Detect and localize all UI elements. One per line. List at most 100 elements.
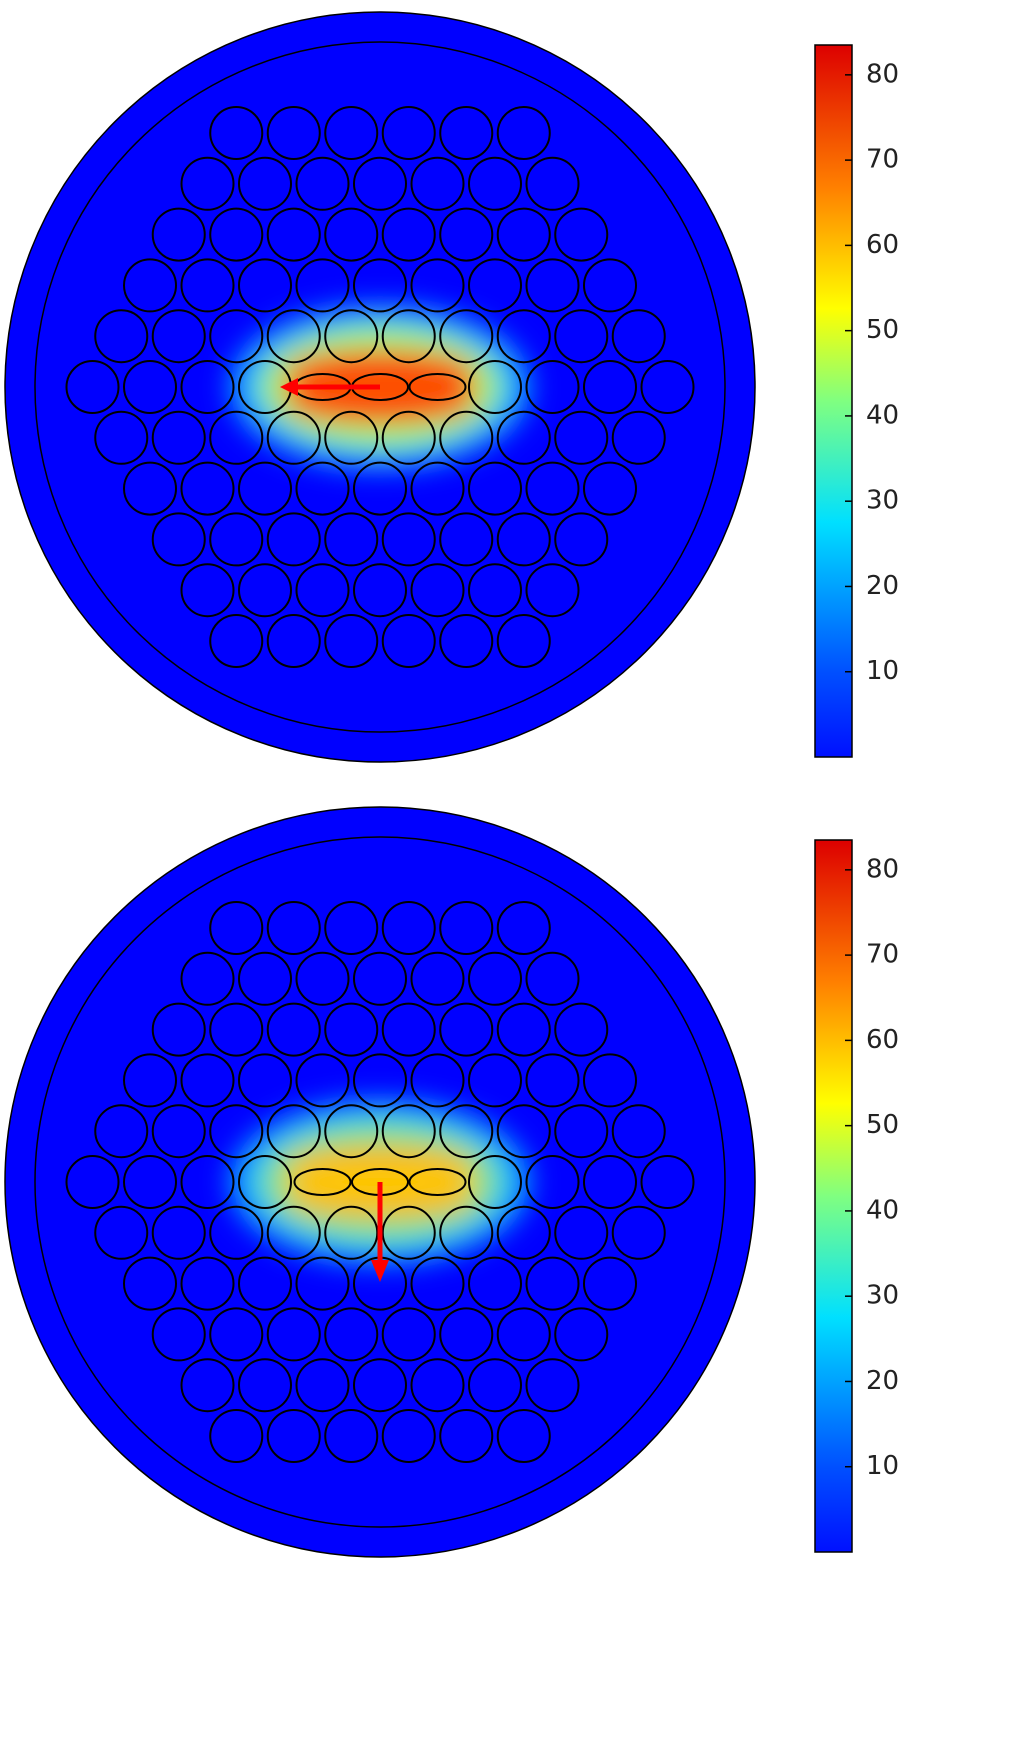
air-hole	[468, 563, 522, 618]
air-hole	[324, 207, 379, 262]
air-hole	[151, 1104, 206, 1159]
air-hole	[123, 360, 177, 414]
colorbar-tick-label: 40	[866, 400, 899, 430]
air-hole	[266, 1307, 321, 1362]
air-hole	[65, 360, 120, 414]
air-hole	[410, 1256, 465, 1311]
air-hole	[324, 1002, 379, 1057]
air-hole	[295, 951, 350, 1006]
air-hole	[410, 1053, 465, 1108]
air-hole	[496, 901, 551, 955]
air-hole	[295, 1256, 350, 1311]
air-hole	[410, 461, 465, 516]
arrow-head	[371, 1260, 389, 1282]
air-hole	[151, 410, 206, 465]
air-hole	[496, 410, 551, 465]
air-hole	[583, 1155, 637, 1209]
air-hole	[468, 461, 522, 516]
air-hole	[123, 1053, 177, 1108]
air-hole	[180, 258, 235, 313]
air-hole	[238, 461, 292, 516]
air-hole	[410, 258, 465, 313]
air-hole	[295, 461, 350, 516]
air-hole	[410, 951, 465, 1006]
air-hole	[209, 901, 264, 955]
air-hole	[468, 360, 522, 414]
air-hole	[611, 410, 666, 465]
air-hole	[353, 1358, 407, 1413]
air-hole	[496, 1104, 551, 1159]
air-hole	[640, 360, 695, 414]
fiber-boundary	[34, 836, 726, 1528]
colorbar	[814, 44, 853, 758]
air-hole	[583, 1256, 637, 1311]
colorbar-tick-label: 20	[866, 1366, 899, 1396]
air-hole	[324, 1307, 379, 1362]
air-hole	[554, 1205, 609, 1260]
air-hole	[180, 1358, 235, 1413]
air-hole	[583, 360, 637, 414]
air-hole	[180, 461, 235, 516]
air-hole	[381, 1104, 436, 1159]
air-hole	[94, 309, 149, 364]
air-hole	[381, 512, 436, 567]
air-hole	[554, 1104, 609, 1159]
air-hole	[180, 360, 235, 414]
air-hole	[496, 512, 551, 567]
air-hole	[94, 1205, 149, 1260]
air-hole	[209, 1205, 264, 1260]
air-hole	[554, 512, 609, 567]
air-hole	[496, 207, 551, 262]
air-hole	[468, 1053, 522, 1108]
air-hole	[123, 1155, 177, 1209]
air-hole	[439, 1104, 494, 1159]
air-hole	[324, 106, 379, 160]
air-hole	[410, 1358, 465, 1413]
air-hole	[381, 1307, 436, 1362]
air-hole	[180, 156, 235, 211]
air-hole	[238, 563, 292, 618]
air-hole	[381, 1409, 436, 1463]
air-hole	[295, 258, 350, 313]
air-hole	[439, 309, 494, 364]
colorbar-tick-label: 80	[866, 59, 899, 89]
air-hole	[381, 1205, 436, 1260]
colorbar-tick-label: 40	[866, 1195, 899, 1225]
air-hole	[123, 258, 177, 313]
air-hole	[381, 1002, 436, 1057]
air-hole	[151, 1205, 206, 1260]
air-hole	[238, 1155, 292, 1209]
air-hole	[238, 156, 292, 211]
air-hole	[468, 1358, 522, 1413]
air-hole	[381, 106, 436, 160]
colorbar-tick-label: 60	[866, 1025, 899, 1055]
colorbar-tick-label: 50	[866, 1110, 899, 1140]
core-hole	[408, 1168, 467, 1196]
air-hole	[525, 258, 580, 313]
air-hole	[238, 951, 292, 1006]
air-hole	[151, 1002, 206, 1057]
air-hole	[266, 1002, 321, 1057]
air-hole	[439, 901, 494, 955]
colorbar-tick-label: 80	[866, 854, 899, 884]
air-hole	[94, 410, 149, 465]
air-hole	[525, 360, 580, 414]
air-hole	[324, 901, 379, 955]
air-hole	[381, 614, 436, 668]
air-hole	[439, 1409, 494, 1463]
air-hole	[496, 106, 551, 160]
air-hole	[439, 410, 494, 465]
air-hole	[209, 309, 264, 364]
air-hole	[324, 1205, 379, 1260]
colorbar-tick-label: 70	[866, 145, 899, 175]
air-hole	[295, 563, 350, 618]
colorbar-tick-label: 30	[866, 1281, 899, 1311]
fiber-boundary	[34, 41, 726, 733]
air-hole	[583, 461, 637, 516]
air-hole	[295, 1053, 350, 1108]
air-hole	[266, 309, 321, 364]
air-hole	[496, 1205, 551, 1260]
air-hole	[353, 563, 407, 618]
air-hole	[123, 461, 177, 516]
